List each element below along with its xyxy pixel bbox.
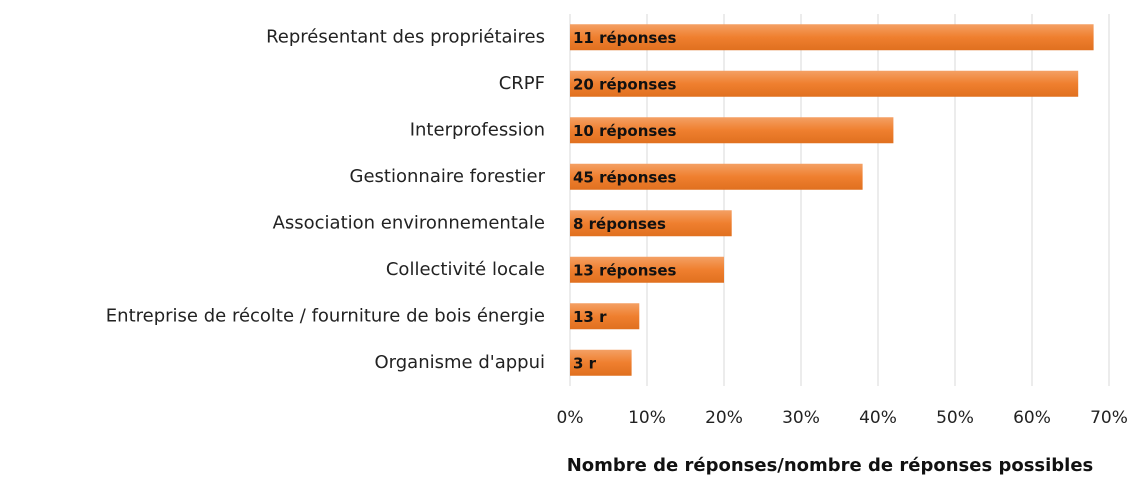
y-tick-label: Association environnementale <box>273 212 545 233</box>
x-tick-label: 20% <box>705 408 743 428</box>
x-tick-label: 30% <box>782 408 820 428</box>
y-tick-label: Interprofession <box>410 119 545 140</box>
bar <box>570 349 632 376</box>
bar <box>570 117 894 144</box>
bar-annotation: 3 r <box>573 354 597 372</box>
x-tick-label: 60% <box>1013 408 1051 428</box>
y-tick-label: CRPF <box>499 73 545 94</box>
x-tick-label: 0% <box>557 408 584 428</box>
x-tick-label: 70% <box>1090 408 1128 428</box>
x-tick-label: 50% <box>936 408 974 428</box>
y-tick-label: Entreprise de récolte / fourniture de bo… <box>106 305 545 326</box>
bar <box>570 256 724 283</box>
bar-annotation: 10 réponses <box>573 122 676 140</box>
bar-annotation: 45 réponses <box>573 168 676 186</box>
bar-annotation: 13 r <box>573 308 607 326</box>
bar <box>570 210 732 237</box>
x-tick-label: 10% <box>628 408 666 428</box>
x-tick-label: 40% <box>859 408 897 428</box>
bar-annotation: 11 réponses <box>573 29 676 47</box>
y-tick-label: Gestionnaire forestier <box>350 166 546 187</box>
bar <box>570 70 1079 97</box>
bar <box>570 163 863 190</box>
bar-annotation: 8 réponses <box>573 215 666 233</box>
bar-annotation: 13 réponses <box>573 261 676 279</box>
bar <box>570 303 640 330</box>
y-tick-label: Organisme d'appui <box>375 352 546 373</box>
y-tick-label: Représentant des propriétaires <box>266 26 545 47</box>
bar-annotation: 20 réponses <box>573 75 676 93</box>
y-tick-label: Collectivité locale <box>386 259 545 280</box>
x-axis-title: Nombre de réponses/nombre de réponses po… <box>567 455 1094 476</box>
bar <box>570 24 1094 51</box>
